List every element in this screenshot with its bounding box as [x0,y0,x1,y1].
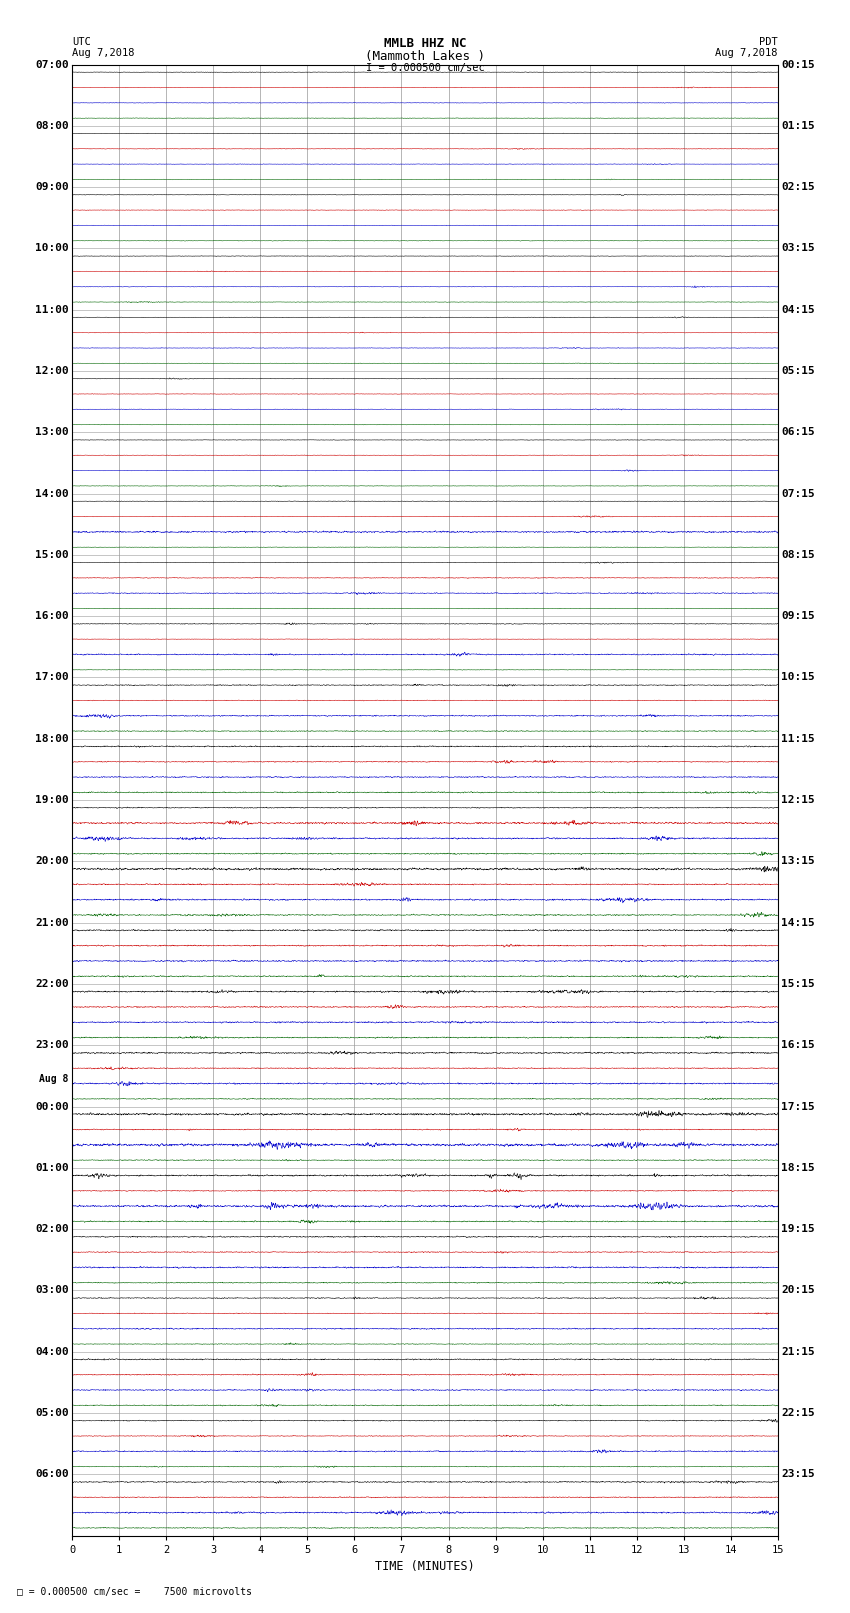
Text: 17:15: 17:15 [781,1102,815,1111]
Text: MMLB HHZ NC: MMLB HHZ NC [383,37,467,50]
Text: 01:15: 01:15 [781,121,815,131]
Text: 16:15: 16:15 [781,1040,815,1050]
Text: 17:00: 17:00 [35,673,69,682]
Text: 20:15: 20:15 [781,1286,815,1295]
Text: I = 0.000500 cm/sec: I = 0.000500 cm/sec [366,63,484,73]
Text: Aug 8: Aug 8 [39,1074,69,1084]
Text: 00:15: 00:15 [781,60,815,69]
Text: 06:15: 06:15 [781,427,815,437]
Text: 13:15: 13:15 [781,857,815,866]
Text: 15:00: 15:00 [35,550,69,560]
Text: 23:15: 23:15 [781,1469,815,1479]
Text: (Mammoth Lakes ): (Mammoth Lakes ) [365,50,485,63]
Text: 12:00: 12:00 [35,366,69,376]
Text: 15:15: 15:15 [781,979,815,989]
Text: 04:15: 04:15 [781,305,815,315]
Text: 09:15: 09:15 [781,611,815,621]
Text: 07:00: 07:00 [35,60,69,69]
Text: 22:00: 22:00 [35,979,69,989]
Text: 13:00: 13:00 [35,427,69,437]
Text: 12:15: 12:15 [781,795,815,805]
Text: 07:15: 07:15 [781,489,815,498]
Text: 01:00: 01:00 [35,1163,69,1173]
Text: 09:00: 09:00 [35,182,69,192]
Text: PDT: PDT [759,37,778,47]
Text: 06:00: 06:00 [35,1469,69,1479]
Text: 05:00: 05:00 [35,1408,69,1418]
Text: 08:00: 08:00 [35,121,69,131]
Text: 16:00: 16:00 [35,611,69,621]
Text: 05:15: 05:15 [781,366,815,376]
Text: 11:00: 11:00 [35,305,69,315]
Text: 18:00: 18:00 [35,734,69,744]
X-axis label: TIME (MINUTES): TIME (MINUTES) [375,1560,475,1573]
Text: 10:15: 10:15 [781,673,815,682]
Text: 03:00: 03:00 [35,1286,69,1295]
Text: 03:15: 03:15 [781,244,815,253]
Text: 21:00: 21:00 [35,918,69,927]
Text: 18:15: 18:15 [781,1163,815,1173]
Text: 11:15: 11:15 [781,734,815,744]
Text: 02:15: 02:15 [781,182,815,192]
Text: 19:15: 19:15 [781,1224,815,1234]
Text: UTC: UTC [72,37,91,47]
Text: 21:15: 21:15 [781,1347,815,1357]
Text: 20:00: 20:00 [35,857,69,866]
Text: 02:00: 02:00 [35,1224,69,1234]
Text: 00:00: 00:00 [35,1102,69,1111]
Text: □ = 0.000500 cm/sec =    7500 microvolts: □ = 0.000500 cm/sec = 7500 microvolts [17,1587,252,1597]
Text: Aug 7,2018: Aug 7,2018 [715,48,778,58]
Text: 10:00: 10:00 [35,244,69,253]
Text: 14:00: 14:00 [35,489,69,498]
Text: 22:15: 22:15 [781,1408,815,1418]
Text: 19:00: 19:00 [35,795,69,805]
Text: 14:15: 14:15 [781,918,815,927]
Text: 23:00: 23:00 [35,1040,69,1050]
Text: 08:15: 08:15 [781,550,815,560]
Text: 04:00: 04:00 [35,1347,69,1357]
Text: Aug 7,2018: Aug 7,2018 [72,48,135,58]
